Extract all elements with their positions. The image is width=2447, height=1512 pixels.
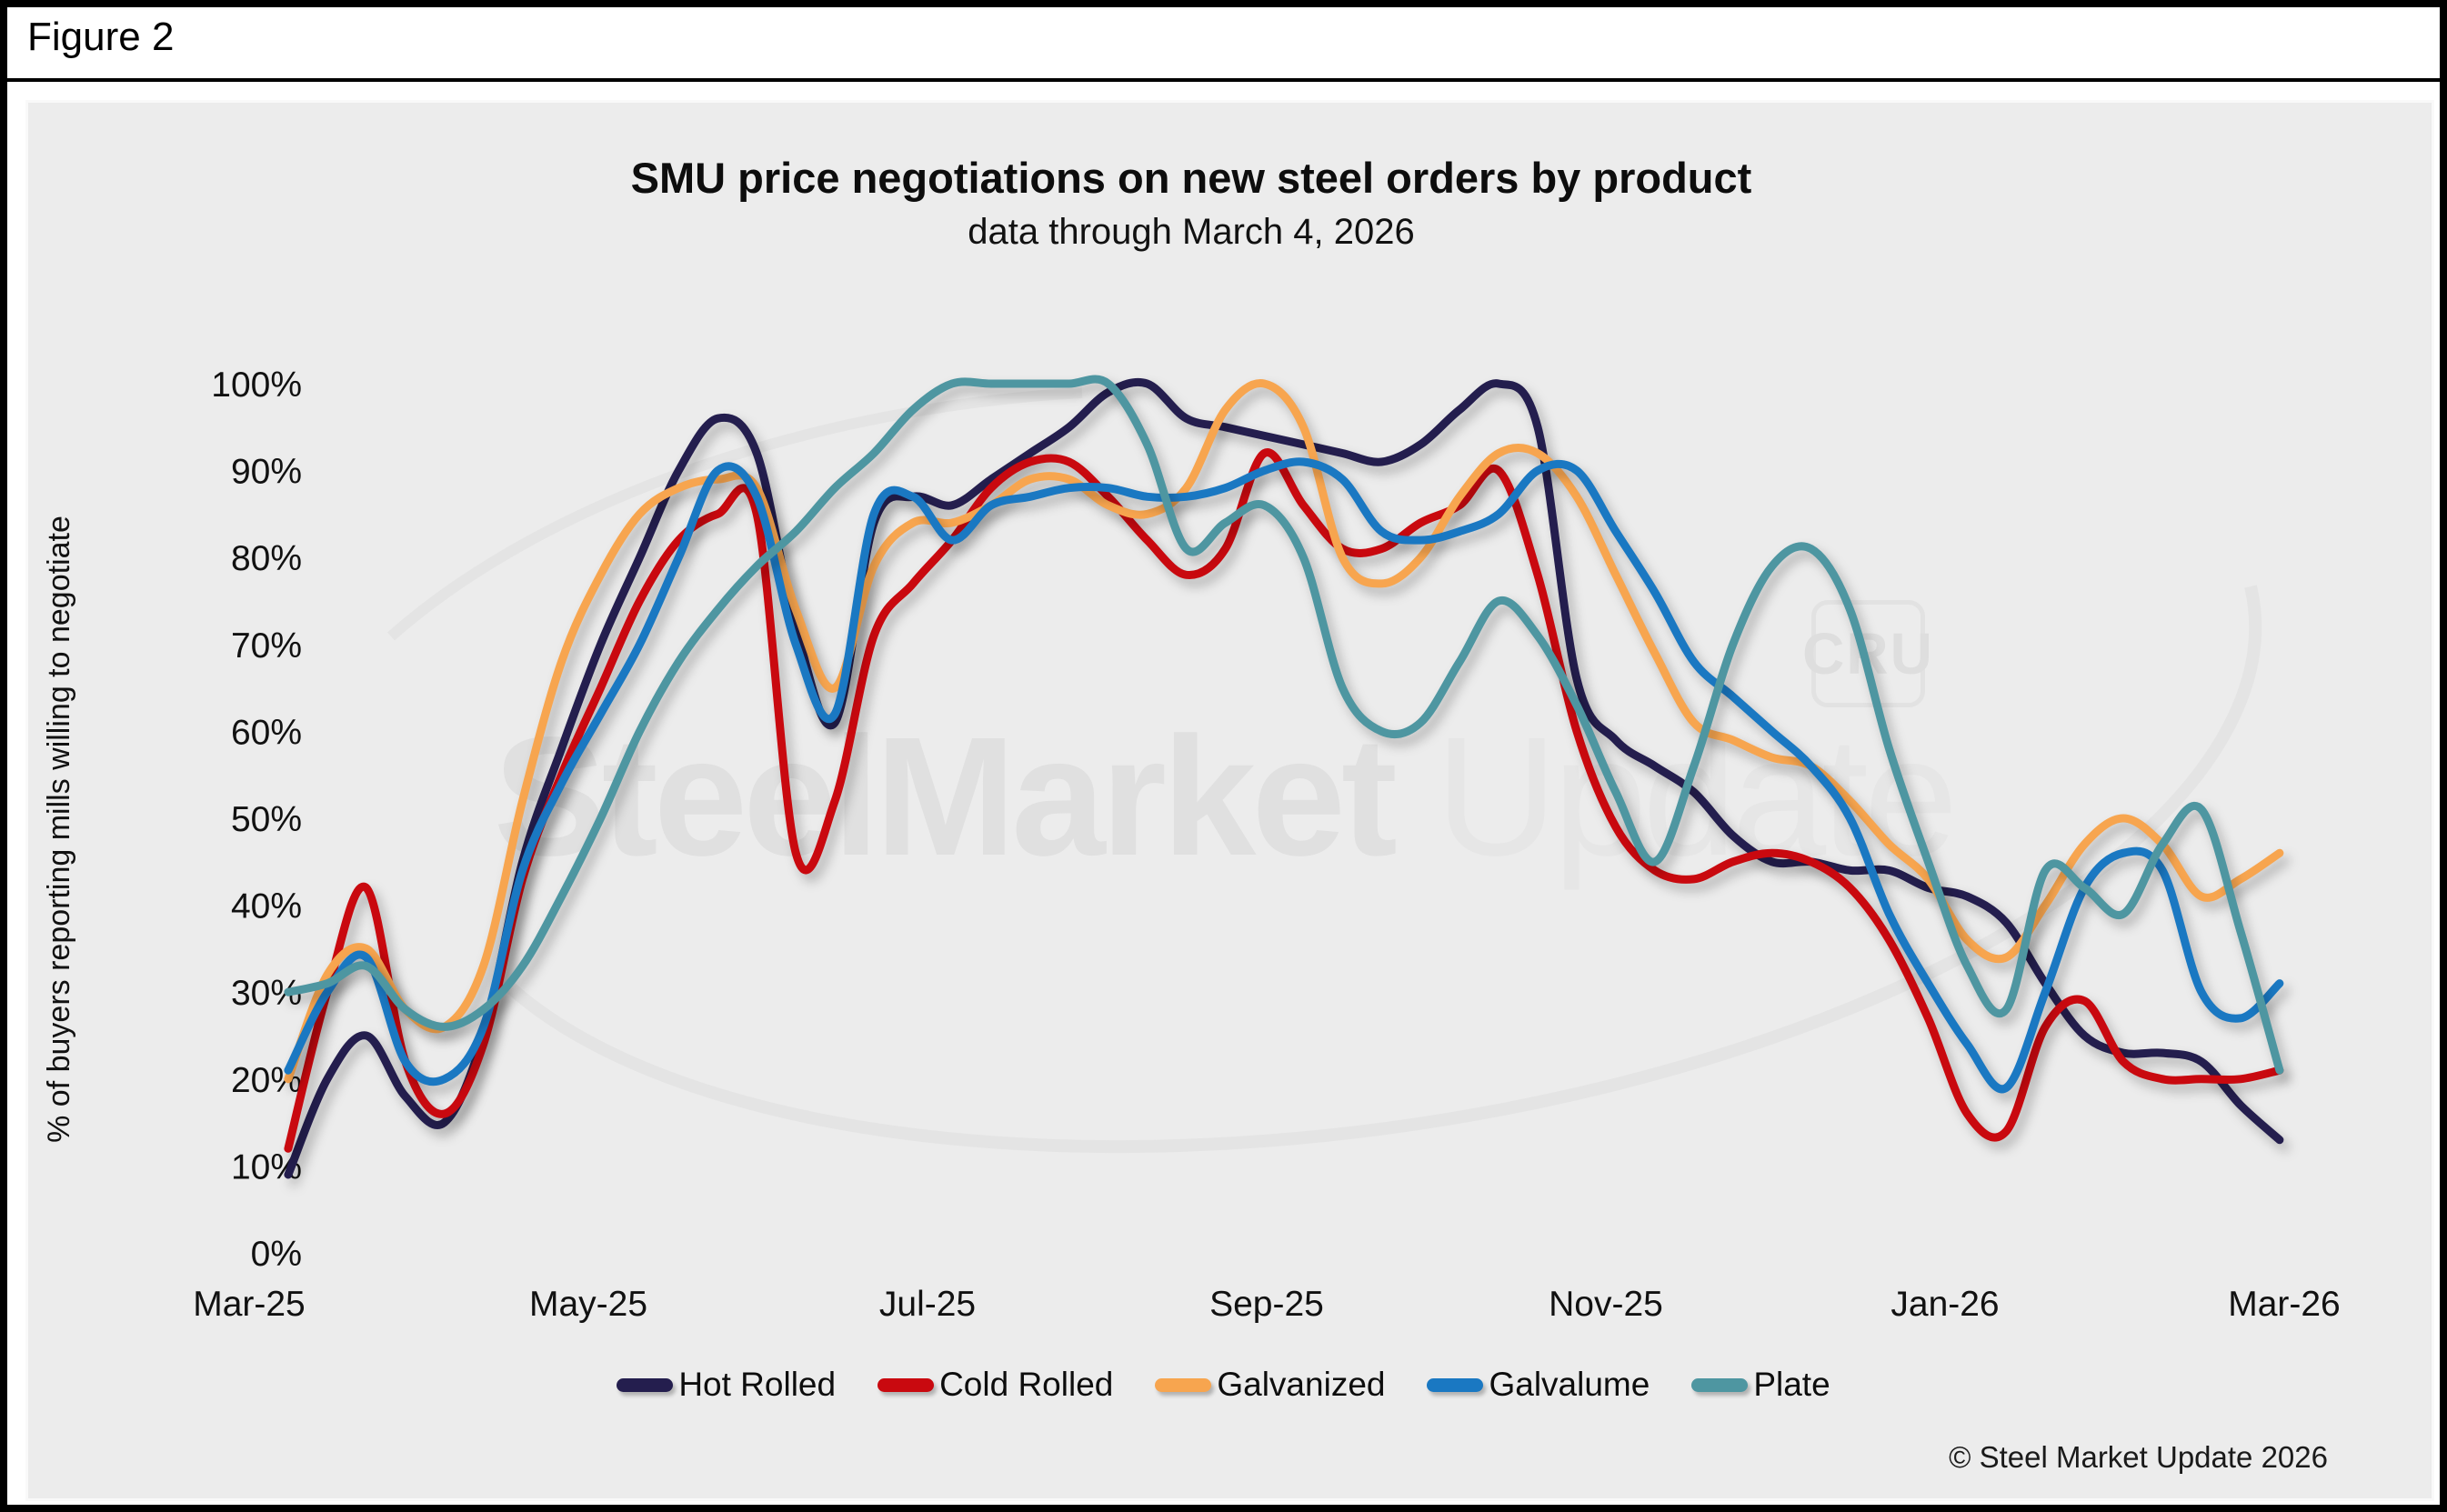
x-tick-label: Nov-25: [1549, 1285, 1663, 1324]
series-line-hot-rolled: [284, 377, 2284, 1179]
series-line-plate: [284, 375, 2284, 1075]
y-tick-label: 50%: [231, 800, 302, 839]
watermark-brand-text: SteelMarket: [493, 703, 1398, 891]
series-line-galvalume: [284, 457, 2284, 1094]
header-divider: [7, 78, 2440, 82]
legend-swatch-plate: [1691, 1377, 1749, 1392]
legend-label: Cold Rolled: [939, 1366, 1114, 1403]
chart-title: SMU price negotiations on new steel orde…: [630, 154, 1752, 202]
legend-label: Galvanized: [1217, 1366, 1386, 1403]
watermark-swoosh-arc: [387, 387, 1083, 641]
y-tick-label: 90%: [231, 453, 302, 492]
y-tick-label: 80%: [231, 539, 302, 578]
legend-label: Plate: [1753, 1366, 1830, 1403]
y-tick-label: 0%: [251, 1235, 302, 1274]
legend-swatch-hot-rolled: [617, 1377, 674, 1392]
legend-item-hot-rolled: Hot Rolled: [617, 1366, 836, 1404]
legend-swatch-galvanized: [1155, 1377, 1212, 1392]
chart-legend: Hot Rolled Cold Rolled Galvanized Galvalume…: [0, 1366, 2447, 1404]
legend-item-galvanized: Galvanized: [1155, 1366, 1385, 1404]
title-block: SMU price negotiations on new steel orde…: [27, 153, 2355, 253]
chart-subtitle: data through March 4, 2026: [968, 212, 1415, 252]
x-tick-label: Sep-25: [1209, 1285, 1324, 1324]
legend-item-galvalume: Galvalume: [1427, 1366, 1650, 1404]
watermark-swoosh-arc: [505, 585, 2262, 1154]
y-tick-label: 100%: [211, 365, 302, 405]
chart-panel: [25, 100, 2434, 1501]
legend-label: Hot Rolled: [678, 1366, 837, 1403]
y-tick-label: 60%: [231, 713, 302, 752]
legend-swatch-galvalume: [1427, 1377, 1484, 1392]
x-tick-label: Mar-26: [2228, 1285, 2341, 1324]
copyright-note: © Steel Market Update 2026: [1949, 1440, 2328, 1474]
series-line-galvanized: [284, 379, 2284, 1084]
x-tick-label: Mar-25: [193, 1285, 306, 1324]
x-tick-label: Jul-25: [879, 1285, 976, 1324]
figure-label: Figure 2: [27, 15, 175, 59]
y-axis-title: % of buyers reporting mills willing to n…: [42, 516, 76, 1143]
y-tick-label: 70%: [231, 626, 302, 666]
y-tick-label: 40%: [231, 887, 302, 926]
legend-swatch-cold-rolled: [878, 1377, 935, 1392]
legend-item-cold-rolled: Cold Rolled: [878, 1366, 1113, 1404]
x-tick-label: Jan-26: [1890, 1285, 1999, 1324]
x-tick-label: May-25: [529, 1285, 647, 1324]
legend-label: Galvalume: [1489, 1366, 1650, 1403]
legend-item-plate: Plate: [1691, 1366, 1830, 1404]
